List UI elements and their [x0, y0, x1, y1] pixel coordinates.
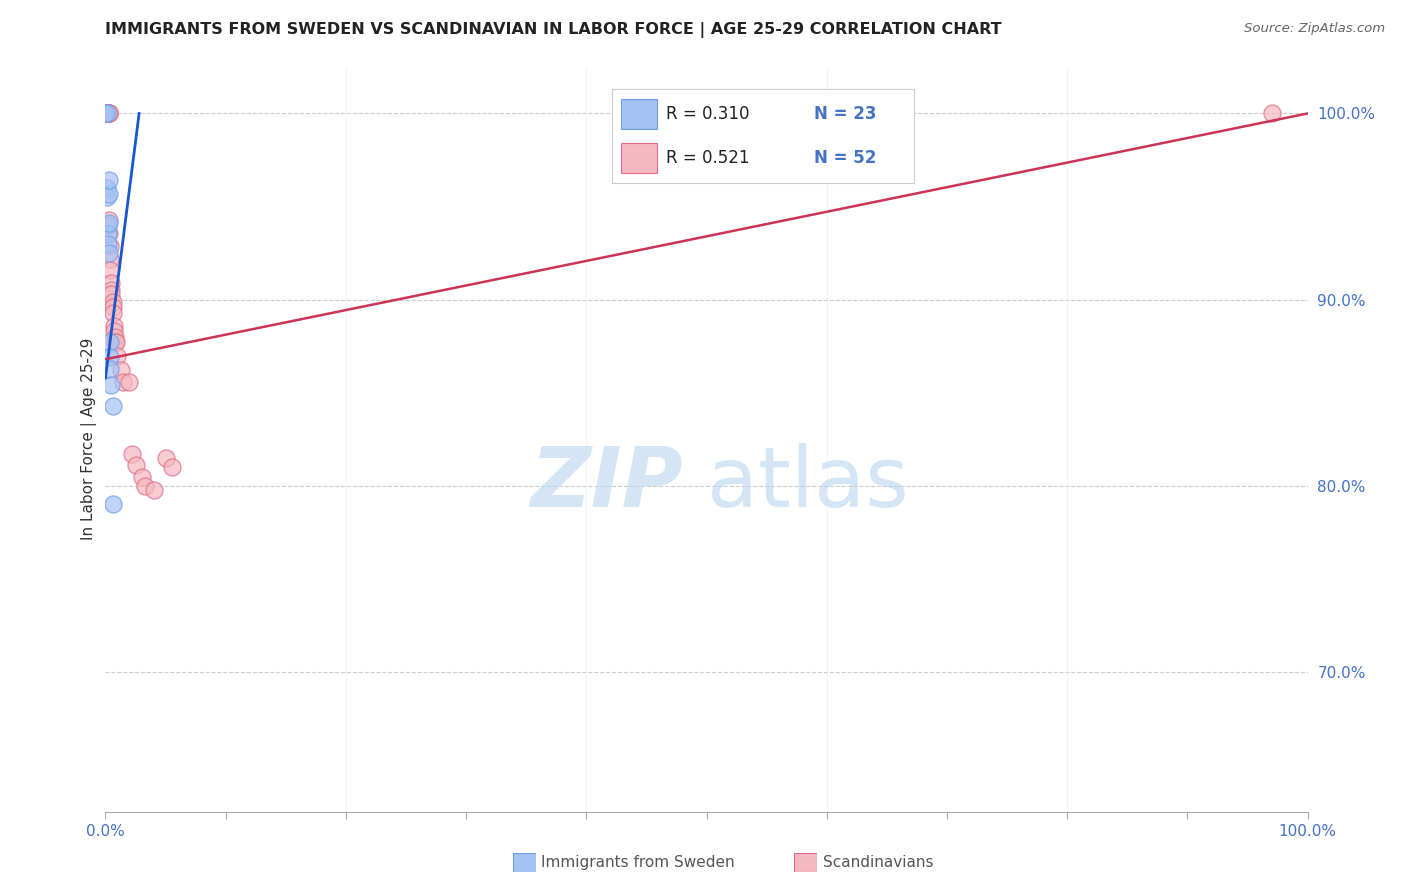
Point: [98, 106, 121, 120]
Text: Immigrants from Sweden: Immigrants from Sweden: [541, 855, 735, 870]
Point: [100, 378, 122, 392]
Point: [97, 106, 120, 120]
Point: [94, 106, 117, 120]
Point: [105, 335, 128, 350]
Point: [98, 216, 121, 230]
Point: [110, 363, 132, 377]
Point: [98, 226, 121, 240]
Point: [98, 106, 121, 120]
Point: [121, 447, 143, 461]
Point: [96, 106, 118, 120]
Text: N = 23: N = 23: [814, 105, 877, 123]
Point: [100, 283, 122, 297]
Point: [97, 106, 120, 120]
Point: [94, 106, 117, 120]
Point: [98, 106, 121, 120]
Point: [94, 106, 117, 120]
Point: [131, 469, 153, 483]
Point: [97, 106, 120, 120]
Point: [124, 458, 146, 473]
Point: [96, 106, 118, 120]
Point: [97, 227, 120, 242]
Y-axis label: In Labor Force | Age 25-29: In Labor Force | Age 25-29: [82, 338, 97, 541]
Point: [101, 294, 124, 309]
Point: [98, 351, 121, 365]
Text: N = 52: N = 52: [814, 149, 876, 167]
Point: [96, 106, 118, 120]
Text: Source: ZipAtlas.com: Source: ZipAtlas.com: [1244, 22, 1385, 36]
Text: Scandinavians: Scandinavians: [823, 855, 934, 870]
Bar: [620, 143, 657, 173]
Point: [94, 106, 117, 120]
Point: [94, 106, 117, 120]
Point: [103, 324, 125, 338]
Point: [104, 335, 127, 350]
Point: [94, 106, 117, 120]
Text: ZIP: ZIP: [530, 443, 682, 524]
Point: [94, 106, 117, 120]
Point: [104, 330, 127, 344]
Point: [134, 479, 156, 493]
Point: [94, 106, 117, 120]
Point: [96, 106, 118, 120]
Point: [97, 106, 120, 120]
Point: [112, 375, 135, 389]
Point: [94, 106, 117, 120]
Point: [101, 399, 124, 413]
Point: [98, 173, 121, 187]
Text: IMMIGRANTS FROM SWEDEN VS SCANDINAVIAN IN LABOR FORCE | AGE 25-29 CORRELATION CH: IMMIGRANTS FROM SWEDEN VS SCANDINAVIAN I…: [105, 22, 1002, 38]
Point: [98, 252, 121, 266]
Point: [96, 181, 118, 195]
Point: [98, 263, 121, 277]
Point: [100, 276, 122, 290]
Point: [94, 106, 117, 120]
Point: [107, 349, 129, 363]
Point: [98, 212, 121, 227]
Point: [94, 106, 117, 120]
Point: [101, 306, 124, 320]
Point: [98, 186, 121, 201]
Point: [155, 450, 177, 465]
Point: [96, 106, 118, 120]
Point: [97, 218, 120, 232]
Text: atlas: atlas: [707, 443, 908, 524]
Point: [94, 106, 117, 120]
Point: [97, 236, 120, 251]
Point: [94, 106, 117, 120]
Point: [98, 238, 121, 252]
Point: [96, 106, 118, 120]
Point: [118, 375, 141, 389]
Point: [103, 318, 125, 333]
Text: R = 0.310: R = 0.310: [666, 105, 749, 123]
Point: [94, 106, 117, 120]
Point: [101, 498, 124, 512]
Point: [142, 483, 165, 497]
Point: [100, 287, 122, 301]
Bar: [620, 98, 657, 129]
Point: [96, 106, 118, 120]
Point: [98, 335, 121, 350]
Point: [160, 460, 183, 475]
Point: [1260, 106, 1282, 120]
Point: [98, 246, 121, 260]
Point: [98, 361, 121, 376]
Point: [94, 106, 117, 120]
Point: [94, 106, 117, 120]
Point: [94, 106, 117, 120]
Point: [97, 106, 120, 120]
Text: R = 0.521: R = 0.521: [666, 149, 749, 167]
Point: [101, 300, 124, 314]
Point: [96, 190, 118, 204]
